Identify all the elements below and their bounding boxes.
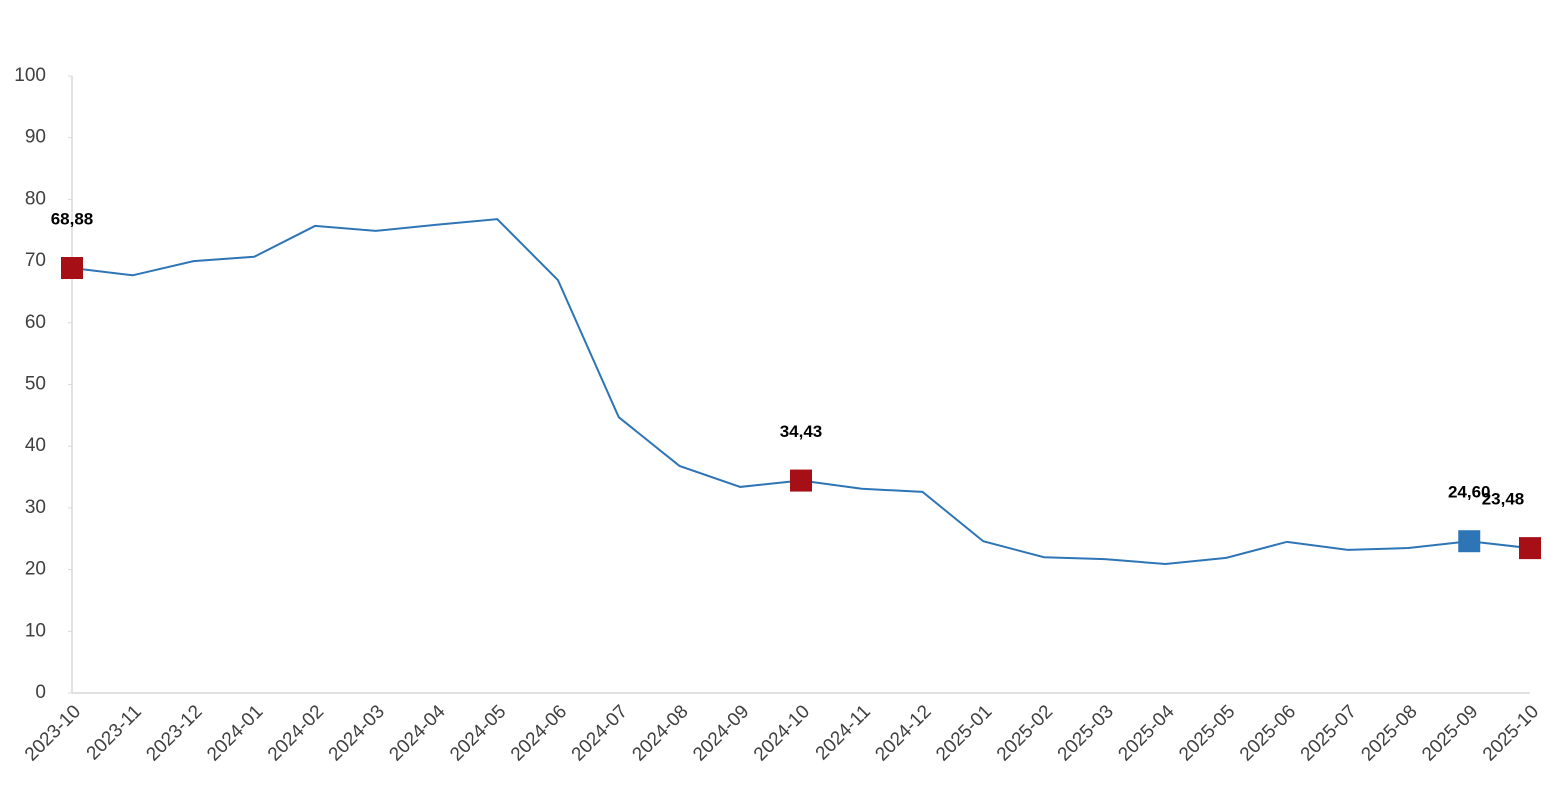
x-tick-label: 2025-03 [1054,701,1118,765]
point-marker [790,469,812,492]
x-tick-label: 2025-04 [1114,701,1178,765]
x-tick-label: 2024-03 [325,701,389,765]
y-tick-label: 80 [25,188,46,209]
x-tick-label: 2024-02 [264,701,328,765]
y-tick-label: 0 [35,682,46,703]
point-marker [61,257,83,280]
x-tick-label: 2023-10 [21,701,85,765]
y-tick-label: 20 [25,559,46,580]
x-tick-label: 2024-05 [446,701,510,765]
point-marker [1458,530,1481,553]
x-tick-label: 2025-10 [1479,701,1543,765]
y-tick-label: 70 [25,250,46,271]
data-label: 34,43 [780,422,823,441]
data-label: 68,88 [51,209,94,228]
x-tick-label: 2024-08 [628,701,692,765]
point-marker [1519,537,1541,560]
x-tick-label: 2024-04 [385,701,449,765]
x-tick-label: 2024-01 [203,701,267,765]
x-tick-label: 2025-08 [1357,701,1421,765]
data-label: 24,60 [1448,483,1491,502]
x-tick-label: 2023-12 [142,701,206,765]
x-tick-label: 2024-11 [812,701,875,764]
y-tick-label: 30 [25,497,46,518]
y-tick-label: 10 [25,620,46,641]
y-tick-label: 50 [25,374,46,395]
x-tick-label: 2025-06 [1236,701,1300,765]
x-tick-label: 2025-09 [1418,701,1482,765]
y-tick-label: 90 [25,127,46,148]
y-tick-label: 60 [25,312,46,333]
data-label: 23,48 [1482,490,1525,509]
x-tick-label: 2025-07 [1297,701,1361,765]
y-tick-label: 40 [25,435,46,456]
x-tick-label: 2025-02 [993,701,1057,765]
x-tick-label: 2025-01 [932,701,996,765]
series-line [71,218,1531,566]
x-tick-label: 2025-05 [1175,701,1239,765]
y-tick-label: 100 [14,65,46,86]
x-tick-label: 2024-07 [568,701,632,765]
x-tick-label: 2024-10 [750,701,814,765]
x-tick-label: 2024-09 [689,701,753,765]
x-tick-label: 2023-11 [83,701,146,764]
x-tick-label: 2024-06 [507,701,571,765]
x-tick-label: 2024-12 [871,701,935,765]
